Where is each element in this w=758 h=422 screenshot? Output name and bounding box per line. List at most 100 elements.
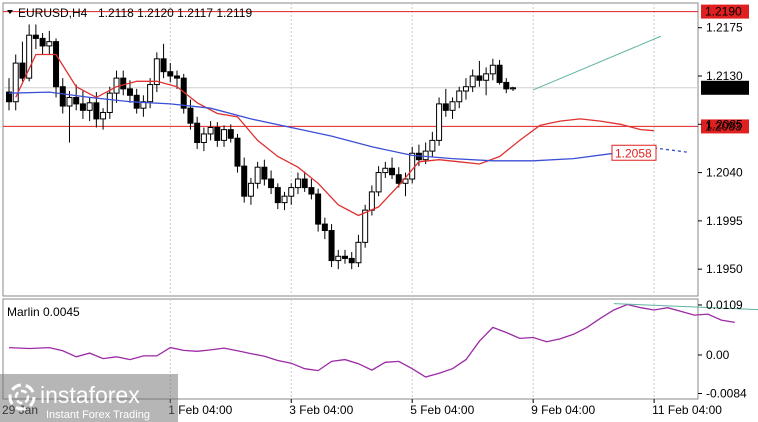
candle-body <box>335 255 342 262</box>
candle-body <box>194 122 201 144</box>
candle-body <box>32 34 39 39</box>
candle-body <box>126 88 133 96</box>
target-price-value: 1.2058 <box>615 146 652 160</box>
candle-body <box>59 86 66 107</box>
candle-body <box>382 167 389 174</box>
candle-body <box>462 86 469 92</box>
candle-body <box>120 77 127 90</box>
candle-body <box>503 81 510 90</box>
candle-body <box>254 166 261 184</box>
candle-body <box>274 187 281 204</box>
candle-body <box>389 167 396 176</box>
candle-body <box>409 152 416 180</box>
level-label: 1.2190 <box>705 5 742 19</box>
candle-body <box>73 96 80 105</box>
candle-body <box>429 139 436 152</box>
fast-ma-line <box>15 53 655 217</box>
candle-body <box>268 178 275 189</box>
y-tick-label: 1.1995 <box>706 214 743 228</box>
indicator-lines <box>8 303 758 378</box>
candle-body <box>207 126 214 135</box>
symbol-label: EURUSD,H4 <box>18 6 88 20</box>
price-trendline <box>532 35 662 91</box>
current-price-label: 1.2119 <box>705 81 741 95</box>
instaforex-logo: instaforex Instant Forex Trading <box>0 374 178 422</box>
candle-body <box>227 129 234 139</box>
indicator-axis: 0.0109 0.00 -0.0084 <box>698 298 747 400</box>
level-label: 1.2083 <box>705 119 742 133</box>
candle-body <box>375 172 382 193</box>
candle-body <box>368 191 375 211</box>
level-label-box <box>701 119 749 134</box>
candle-body <box>469 75 476 88</box>
ind-tick-label: -0.0084 <box>706 386 747 400</box>
candle-body <box>66 96 73 107</box>
watermark-brand: instaforex <box>40 382 140 408</box>
candle-body <box>315 193 322 225</box>
candle-body <box>167 71 174 77</box>
candle-body <box>442 103 449 111</box>
candle-body <box>53 41 60 88</box>
x-tick-label: 1 Feb 04:00 <box>168 403 232 417</box>
candle-body <box>6 91 12 103</box>
candle-body <box>496 64 503 83</box>
target-price-label: 1.2058 <box>611 144 657 161</box>
x-tick-label: 5 Feb 04:00 <box>410 403 474 417</box>
ind-tick-label: 0.00 <box>706 348 730 362</box>
candle-body <box>321 223 328 232</box>
candle-body <box>106 92 113 113</box>
candle-body <box>328 230 335 262</box>
candle-body <box>261 166 268 180</box>
candle-body <box>422 150 429 161</box>
price-trendline <box>532 35 662 91</box>
indicator-trendline <box>613 303 758 311</box>
ohlc-label: 1.2118 1.2120 1.2117 1.2119 <box>98 6 252 20</box>
candle-body <box>294 178 301 189</box>
candle-body <box>93 102 100 120</box>
candle-body <box>241 165 248 197</box>
candle-body <box>449 101 456 111</box>
price-axis: 1.2175 1.2130 1.2085 1.2040 1.1995 1.1950 <box>698 21 743 276</box>
ind-tick-label: 0.0109 <box>706 298 743 312</box>
candle-body <box>288 187 295 197</box>
slow-ma-line <box>8 91 655 162</box>
y-tick-label: 1.2175 <box>706 21 743 35</box>
candle-body <box>301 178 308 189</box>
indicator-line <box>8 303 735 378</box>
price-pane <box>2 2 699 297</box>
time-axis: 1 Feb 04:00 3 Feb 04:00 5 Feb 04:00 9 Feb 0… <box>2 399 722 417</box>
candles <box>6 24 516 270</box>
candle-body <box>483 73 490 81</box>
candle-body <box>362 209 369 243</box>
candle-body <box>19 62 26 79</box>
candle-body <box>187 107 194 124</box>
candle-body <box>214 126 221 141</box>
candle-body <box>281 195 288 204</box>
candle-body <box>100 111 107 120</box>
collapse-triangle-icon[interactable] <box>7 10 13 14</box>
candle-body <box>46 41 53 47</box>
current-price-box <box>701 80 749 95</box>
candle-body <box>174 75 180 79</box>
y-tick-label: 1.1950 <box>706 262 743 276</box>
candle-body <box>160 58 167 73</box>
candle-body <box>510 87 516 90</box>
indicator-label: Marlin 0.0045 <box>7 305 80 319</box>
candle-body <box>436 103 443 141</box>
candle-body <box>489 64 496 75</box>
candle-body <box>200 133 207 144</box>
candle-body <box>221 129 228 141</box>
candle-body <box>395 174 402 184</box>
candle-body <box>12 62 19 103</box>
candle-body <box>180 77 187 109</box>
moving-averages <box>8 53 688 217</box>
level-lines: 1.2190 1.2083 1.2119 <box>3 4 749 134</box>
candle-body <box>86 102 93 111</box>
candle-body <box>26 34 33 79</box>
candle-body <box>348 257 355 264</box>
level-label-box <box>701 4 749 19</box>
candle-body <box>476 75 483 81</box>
x-tick-label: 11 Feb 04:00 <box>652 403 722 417</box>
x-tick-label: 9 Feb 04:00 <box>531 403 595 417</box>
